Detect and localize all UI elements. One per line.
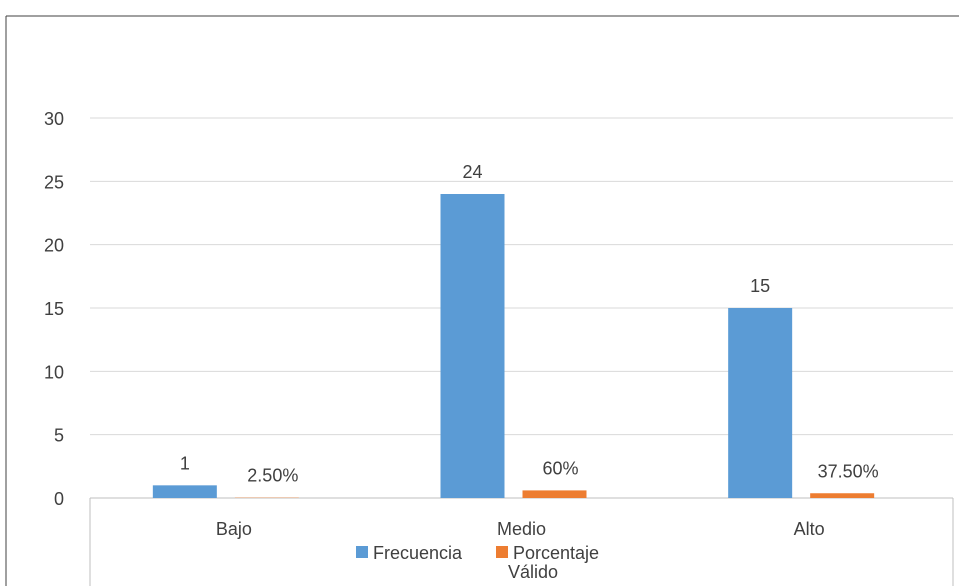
x-axis: Bajo Medio Alto <box>216 519 825 539</box>
bar-frecuencia-alto <box>728 308 793 498</box>
x-category-label: Alto <box>794 519 825 539</box>
gridlines <box>90 117 953 499</box>
data-label-frecuencia-bajo: 1 <box>180 453 190 473</box>
bar-frecuencia-bajo <box>152 485 217 498</box>
x-category-label: Medio <box>497 519 546 539</box>
y-tick-label: 10 <box>44 362 64 382</box>
bar-frecuencia-medio <box>440 194 505 498</box>
y-tick-label: 20 <box>44 236 64 256</box>
bar-porcentaje-alto <box>810 493 875 498</box>
legend-label-porcentaje: Porcentaje <box>513 543 599 563</box>
bars <box>152 194 875 498</box>
y-tick-label: 15 <box>44 299 64 319</box>
data-label-frecuencia-medio: 24 <box>462 162 482 182</box>
legend-label-valido: Válido <box>508 562 558 582</box>
y-axis: 0 5 10 15 20 25 30 <box>44 109 64 509</box>
x-category-label: Bajo <box>216 519 252 539</box>
legend-swatch-frecuencia <box>356 546 368 558</box>
data-labels: 1 2.50% 24 60% 15 37.50% <box>180 162 879 486</box>
y-tick-label: 30 <box>44 109 64 129</box>
data-label-porcentaje-medio: 60% <box>542 458 578 478</box>
data-label-porcentaje-alto: 37.50% <box>818 461 879 481</box>
y-tick-label: 25 <box>44 172 64 192</box>
legend-label-frecuencia: Frecuencia <box>373 543 463 563</box>
data-label-frecuencia-alto: 15 <box>750 276 770 296</box>
legend: Frecuencia Porcentaje Válido <box>356 543 599 582</box>
y-tick-label: 0 <box>54 489 64 509</box>
bar-porcentaje-medio <box>522 490 587 498</box>
legend-swatch-porcentaje <box>496 546 508 558</box>
y-tick-label: 5 <box>54 426 64 446</box>
data-label-porcentaje-bajo: 2.50% <box>247 466 298 486</box>
